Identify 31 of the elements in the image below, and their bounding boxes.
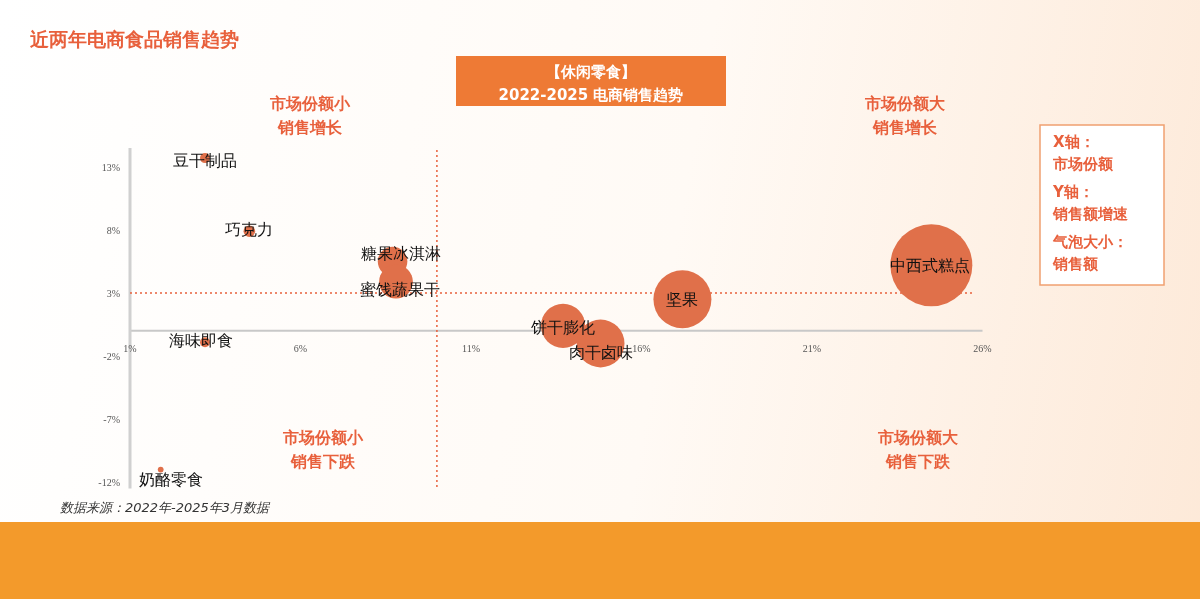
annotation: 市场份额小: [282, 428, 364, 447]
x-tick-label: 6%: [293, 342, 308, 354]
y-tick-label: 8%: [106, 224, 120, 236]
x-tick-label: 11%: [462, 342, 480, 354]
source-note: 数据来源：2022年-2025年3月数据: [60, 500, 272, 515]
y-tick-label: 13%: [101, 161, 120, 173]
annotation: 销售下跌: [885, 452, 951, 471]
y-tick-label: -7%: [103, 414, 120, 426]
y-axis-title: Y轴：销售额增速: [1052, 183, 1129, 223]
x-tick-label: 1%: [123, 342, 137, 354]
annotation: 市场份额大: [877, 428, 959, 447]
x-tick-label: 21%: [802, 342, 822, 354]
series-label: 坚果: [666, 290, 699, 310]
x-tick-label: 26%: [973, 342, 992, 354]
x-tick-label: 16%: [632, 342, 651, 354]
text: 市场份额小: [269, 94, 351, 113]
series-label: 豆干制品: [173, 151, 238, 171]
y-tick-label: 3%: [106, 288, 120, 300]
chart-title: 近两年电商食品销售趋势: [29, 28, 239, 50]
text: 销售增长: [277, 118, 343, 137]
y-tick-label: -2%: [103, 351, 120, 363]
chart-subtitle: 【休闲零食】2022-2025 电商销售趋势: [498, 63, 684, 104]
text: 气泡大小：销售额: [1052, 233, 1128, 273]
series-label: 海味即食: [169, 331, 234, 351]
y-tick-label: -12%: [98, 477, 120, 489]
text: 销售增长: [872, 118, 938, 137]
series-label: 奶酪零食: [138, 469, 203, 489]
annotation: 销售下跌: [290, 452, 356, 471]
x-axis-title: X轴：市场份额: [1052, 133, 1114, 173]
text: 市场份额大: [864, 94, 946, 113]
series-label: 中西式糕点: [890, 256, 971, 276]
